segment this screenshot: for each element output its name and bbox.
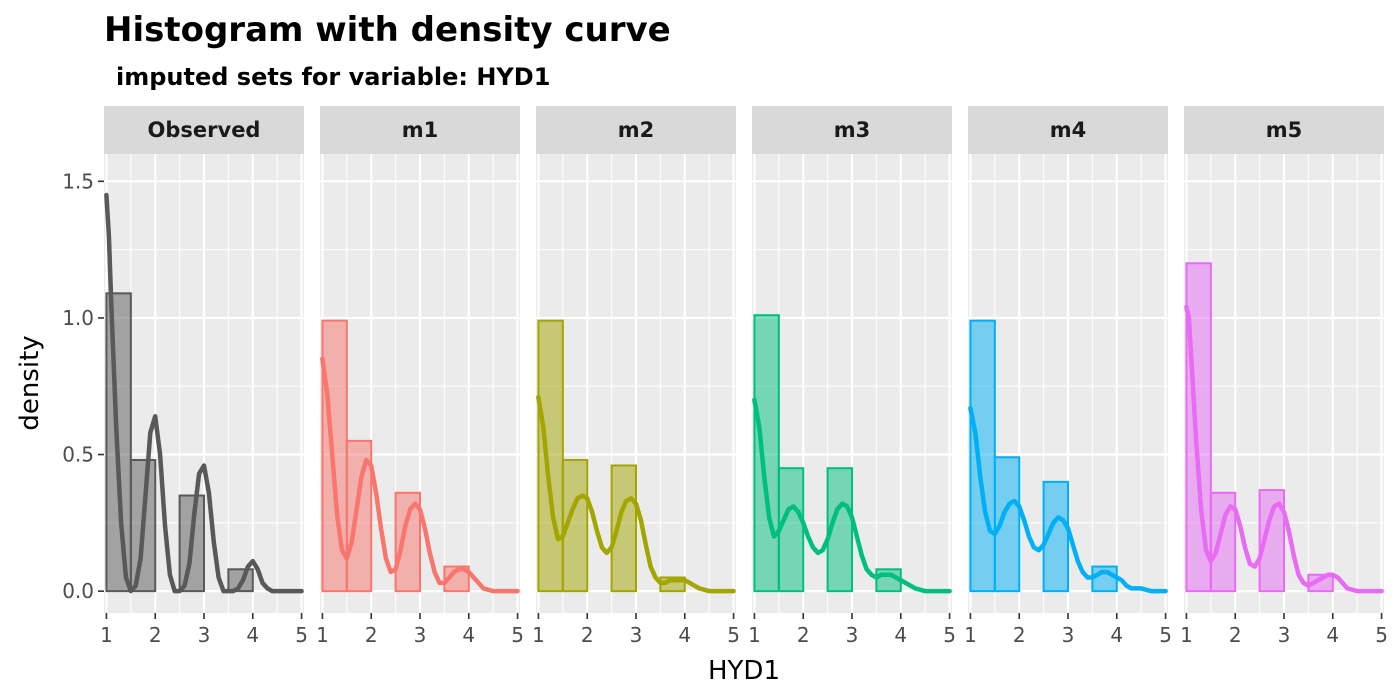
chart-subtitle: imputed sets for variable: HYD1 — [116, 63, 550, 91]
density-curve — [536, 394, 736, 594]
y-tick-label: 1.5 — [62, 169, 94, 193]
density-curve — [968, 405, 1168, 594]
y-tick-label: 0.5 — [62, 443, 94, 467]
facet-strip — [968, 106, 1168, 154]
x-tick-label: 3 — [414, 623, 427, 647]
x-tick-label: 1 — [748, 623, 761, 647]
facet-panel-m1: m1 1 2 3 4 5 — [316, 106, 524, 647]
facet-strip-label: m4 — [1050, 118, 1087, 142]
facet-strip — [320, 106, 520, 154]
facet-panels: Observed 1 2 3 4 5 m1 1 2 3 4 5 m2 1 2 3 4 5 m3 1 2 3 4 5 m4 1 2 3 4… — [100, 106, 1388, 647]
y-axis-title: density — [15, 335, 45, 430]
facet-strip — [536, 106, 736, 154]
x-tick-label: 5 — [1159, 623, 1172, 647]
x-tick-label: 3 — [1062, 623, 1075, 647]
density-curve — [320, 356, 520, 594]
x-tick-label: 4 — [1326, 623, 1339, 647]
x-tick-label: 3 — [1278, 623, 1291, 647]
x-tick-label: 2 — [797, 623, 810, 647]
y-tick-label: 0.0 — [62, 579, 94, 603]
histogram-bar — [969, 319, 996, 593]
x-tick-label: 2 — [1229, 623, 1242, 647]
facet-panel-m4: m4 1 2 3 4 5 — [964, 106, 1172, 647]
x-tick-label: 5 — [1375, 623, 1388, 647]
x-tick-label: 1 — [100, 623, 113, 647]
histogram-bar — [345, 439, 373, 593]
facet-strip-label: m3 — [834, 118, 871, 142]
density-curve — [752, 397, 952, 594]
x-tick-label: 5 — [295, 623, 308, 647]
facet-panel-m2: m2 1 2 3 4 5 — [532, 106, 740, 647]
histogram-bar — [129, 459, 157, 593]
x-tick-label: 4 — [462, 623, 475, 647]
x-tick-label: 2 — [581, 623, 594, 647]
density-curve — [1184, 304, 1384, 594]
x-tick-label: 1 — [316, 623, 329, 647]
histogram-bar — [777, 467, 805, 593]
x-tick-label: 1 — [1180, 623, 1193, 647]
x-tick-label: 5 — [727, 623, 740, 647]
facet-strip — [1184, 106, 1384, 154]
facet-panel-observed: Observed 1 2 3 4 5 — [100, 106, 308, 647]
x-axis-title: HYD1 — [708, 656, 780, 686]
histogram-bar — [1209, 491, 1237, 593]
x-tick-label: 2 — [365, 623, 378, 647]
x-tick-label: 2 — [149, 623, 162, 647]
facet-panel-m5: m5 1 2 3 4 5 — [1180, 106, 1388, 647]
x-tick-label: 2 — [1013, 623, 1026, 647]
x-tick-label: 4 — [1110, 623, 1123, 647]
facet-panel-m3: m3 1 2 3 4 5 — [748, 106, 956, 647]
facet-strip-label: m5 — [1266, 118, 1303, 142]
histogram-bar — [753, 314, 780, 593]
chart-title: Histogram with density curve — [104, 10, 671, 50]
x-tick-label: 1 — [964, 623, 977, 647]
histogram-bar — [1307, 573, 1334, 593]
histogram-bar — [394, 491, 421, 593]
x-tick-label: 3 — [630, 623, 643, 647]
x-tick-label: 3 — [198, 623, 211, 647]
x-tick-label: 1 — [532, 623, 545, 647]
facet-strip-label: Observed — [148, 118, 261, 142]
density-curve — [104, 192, 304, 594]
x-tick-label: 5 — [511, 623, 524, 647]
x-tick-label: 4 — [678, 623, 691, 647]
x-tick-label: 5 — [943, 623, 956, 647]
histogram-bar — [537, 319, 564, 593]
y-axis: 0.0 0.5 1.0 1.5 — [62, 169, 104, 603]
x-tick-label: 4 — [246, 623, 259, 647]
facet-strip-label: m1 — [402, 118, 439, 142]
y-tick-label: 1.0 — [62, 306, 94, 330]
x-tick-label: 3 — [846, 623, 859, 647]
facet-strip — [104, 106, 304, 154]
facet-strip-label: m2 — [618, 118, 655, 142]
facet-strip — [752, 106, 952, 154]
x-tick-label: 4 — [894, 623, 907, 647]
